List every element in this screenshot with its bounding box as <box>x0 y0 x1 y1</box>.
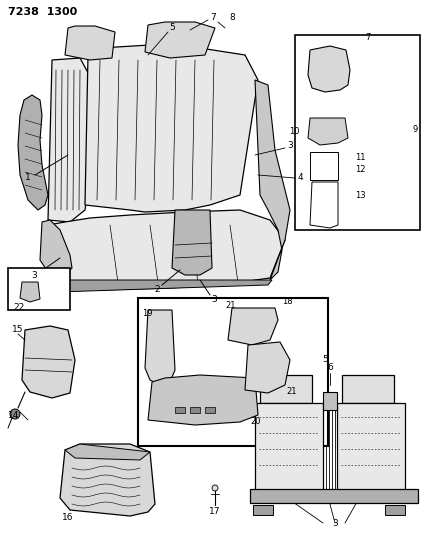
Bar <box>190 407 200 413</box>
Polygon shape <box>308 46 350 92</box>
Text: 16: 16 <box>62 513 74 522</box>
Text: 8: 8 <box>229 13 235 22</box>
Polygon shape <box>22 326 75 398</box>
Polygon shape <box>245 342 290 393</box>
Polygon shape <box>18 95 48 210</box>
Text: 7238  1300: 7238 1300 <box>8 7 77 17</box>
Polygon shape <box>148 375 258 425</box>
Text: 14: 14 <box>8 410 19 419</box>
Polygon shape <box>20 282 40 302</box>
Bar <box>138 298 328 446</box>
Text: 1: 1 <box>25 174 31 182</box>
Bar <box>8 268 70 310</box>
Bar <box>295 35 420 230</box>
Bar <box>260 375 312 403</box>
Polygon shape <box>145 310 175 385</box>
Polygon shape <box>85 45 258 212</box>
Text: 7: 7 <box>365 34 370 43</box>
Polygon shape <box>48 58 92 222</box>
Polygon shape <box>55 280 272 292</box>
Text: 20: 20 <box>250 417 261 426</box>
Text: 15: 15 <box>12 326 24 335</box>
Text: 21: 21 <box>225 301 235 310</box>
Polygon shape <box>65 26 115 60</box>
Polygon shape <box>48 210 285 290</box>
Bar <box>255 403 323 493</box>
Bar <box>175 407 185 413</box>
Text: 6: 6 <box>327 362 333 372</box>
Polygon shape <box>308 118 348 145</box>
Text: 4: 4 <box>297 174 303 182</box>
Text: 5: 5 <box>322 356 328 365</box>
Text: 22: 22 <box>13 303 24 312</box>
Text: 9: 9 <box>412 125 418 134</box>
Text: 3: 3 <box>31 271 37 280</box>
Bar <box>250 489 418 503</box>
Text: 3: 3 <box>211 295 217 304</box>
Bar <box>337 403 405 493</box>
Polygon shape <box>145 22 215 58</box>
Circle shape <box>212 485 218 491</box>
Text: 7: 7 <box>210 13 216 22</box>
Text: 10: 10 <box>289 127 300 136</box>
Bar <box>253 505 273 515</box>
Text: 21: 21 <box>286 387 297 397</box>
Text: 3: 3 <box>287 141 293 149</box>
Text: 13: 13 <box>355 190 366 199</box>
Text: 11: 11 <box>355 152 366 161</box>
Text: 5: 5 <box>169 23 175 33</box>
Text: 2: 2 <box>154 286 160 295</box>
Text: 17: 17 <box>209 507 221 516</box>
Polygon shape <box>255 80 290 280</box>
Text: 3: 3 <box>332 519 338 528</box>
Bar <box>205 407 215 413</box>
Polygon shape <box>228 308 278 345</box>
Bar <box>323 392 337 410</box>
Text: 12: 12 <box>355 166 366 174</box>
Bar <box>385 505 405 515</box>
Text: 19: 19 <box>142 309 152 318</box>
Polygon shape <box>40 220 72 275</box>
Bar <box>342 375 394 403</box>
Polygon shape <box>60 444 155 516</box>
Circle shape <box>10 409 20 419</box>
Polygon shape <box>172 210 212 275</box>
Polygon shape <box>65 444 150 460</box>
Text: 18: 18 <box>282 297 293 306</box>
